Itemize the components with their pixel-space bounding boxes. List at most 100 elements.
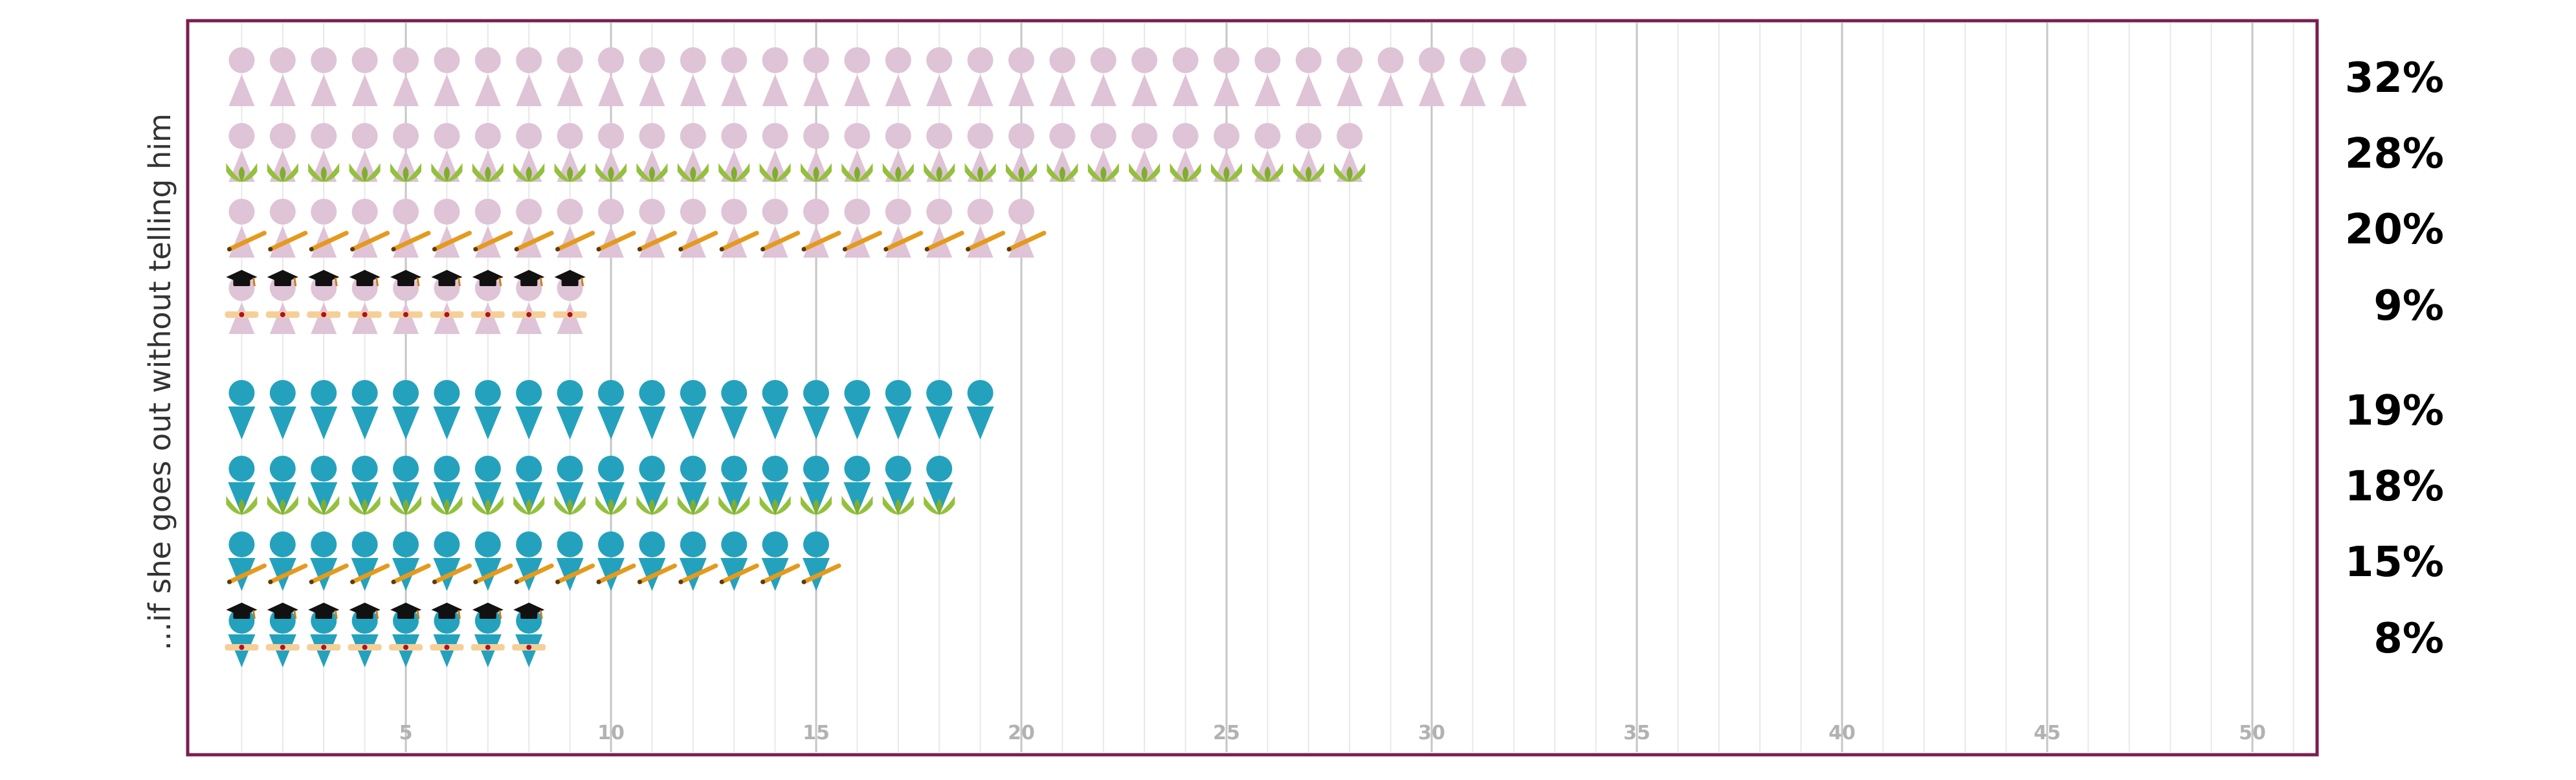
inverted-body-icon [474, 482, 502, 515]
sprout-stem-icon [649, 499, 655, 515]
person-head-icon [803, 123, 829, 149]
person-head-icon [557, 199, 583, 225]
cap-tassel-icon [375, 610, 379, 619]
person-icon [1129, 123, 1160, 182]
person-icon [515, 380, 543, 440]
person-head-icon [393, 380, 419, 406]
person-head-icon [311, 47, 337, 73]
sprout-stem-icon [854, 499, 860, 515]
person-icon [393, 47, 419, 106]
pencil-tip-icon [966, 247, 971, 252]
pencil-tip-icon [596, 247, 601, 252]
person-icon [1252, 123, 1283, 182]
inverted-body-icon [884, 482, 912, 515]
sprout-stem-icon [813, 499, 819, 515]
person-head-icon [269, 123, 296, 149]
cap-tassel-icon [581, 277, 584, 287]
pencil-tip-icon [309, 247, 314, 252]
person-head-icon [721, 380, 748, 406]
pencil-tip-icon [801, 579, 806, 585]
sprout-leaf-icon [898, 496, 914, 515]
inverted-body-icon [515, 407, 543, 440]
sprout-stem-icon [320, 499, 327, 515]
sprout-leaf-icon [1022, 163, 1037, 182]
sprout-leaf-icon [529, 496, 545, 515]
dress-body-icon [844, 74, 871, 106]
dress-body-icon [1295, 74, 1322, 106]
person-icon [637, 531, 677, 591]
person-head-icon [1049, 47, 1076, 73]
pencil-icon [350, 563, 390, 585]
sprout-leaf-icon [226, 496, 241, 515]
dress-body-icon [1131, 150, 1158, 182]
inverted-body-icon [843, 407, 871, 440]
sprout-leaf-icon [940, 496, 955, 515]
inverted-body-icon [269, 407, 296, 440]
dress-body-icon [1090, 74, 1116, 106]
person-icon [390, 456, 421, 515]
dress-body-icon [1254, 74, 1281, 106]
diploma-seal-icon [280, 312, 285, 317]
sprout-leaf-icon [693, 163, 709, 182]
diploma-seal-icon [239, 312, 245, 317]
dress-body-icon [393, 302, 419, 334]
person-head-icon [680, 123, 706, 149]
sprout-leaf-icon [898, 163, 914, 182]
person-head-icon [516, 531, 542, 557]
graduation-cap-base-icon [233, 278, 250, 286]
person-head-icon [474, 456, 501, 482]
person-icon [719, 199, 759, 258]
pencil-tip-icon [391, 579, 396, 585]
person-head-icon [762, 47, 788, 73]
pencil-tip-icon [555, 247, 561, 252]
cap-tassel-icon [293, 610, 297, 619]
pictogram-row-male-secondary [227, 531, 841, 591]
inverted-body-icon [433, 482, 461, 515]
person-head-icon [967, 47, 994, 73]
x-tick-label: 15 [803, 722, 830, 744]
pencil-tip-icon [719, 247, 724, 252]
cap-tassel-icon [334, 277, 338, 287]
sprout-leaf-icon [472, 496, 487, 515]
sprout-stem-icon [362, 166, 368, 182]
sprout-stem-icon [690, 499, 696, 515]
pencil-icon [227, 230, 267, 252]
diploma-seal-icon [321, 312, 327, 317]
person-head-icon [1172, 47, 1199, 73]
diploma-seal-icon [280, 645, 285, 650]
person-head-icon [762, 199, 788, 225]
dress-body-icon [639, 74, 665, 106]
sprout-leaf-icon [1006, 163, 1021, 182]
dress-body-icon [1254, 150, 1281, 182]
person-icon [1254, 47, 1281, 106]
sprout-leaf-icon [882, 163, 898, 182]
pencil-icon [391, 230, 431, 252]
x-tick-label: 35 [1623, 722, 1650, 744]
dress-body-icon [926, 74, 953, 106]
dress-body-icon [1337, 74, 1363, 106]
sprout-stem-icon [936, 499, 942, 515]
person-head-icon [351, 380, 378, 406]
sprout-leaf-icon [1252, 163, 1267, 182]
person-icon [761, 199, 801, 258]
cap-tassel-icon [498, 277, 502, 287]
graduation-cap-base-icon [438, 611, 456, 619]
pictogram-rows [225, 47, 1527, 667]
person-icon [269, 47, 296, 106]
sprout-leaf-icon [488, 163, 504, 182]
person-head-icon [885, 199, 911, 225]
person-head-icon [885, 47, 911, 73]
person-icon [1337, 47, 1363, 106]
person-head-icon [1295, 47, 1322, 73]
dress-body-icon [844, 150, 871, 182]
person-icon [1500, 47, 1527, 106]
person-icon [1006, 199, 1047, 258]
graduation-cap-base-icon [479, 278, 496, 286]
person-head-icon [639, 456, 665, 482]
pencil-tip-icon [719, 579, 724, 585]
person-head-icon [721, 531, 748, 557]
dress-body-icon [434, 150, 460, 182]
pencil-icon [719, 563, 759, 585]
diploma-seal-icon [362, 312, 368, 317]
inverted-body-icon [269, 482, 296, 515]
